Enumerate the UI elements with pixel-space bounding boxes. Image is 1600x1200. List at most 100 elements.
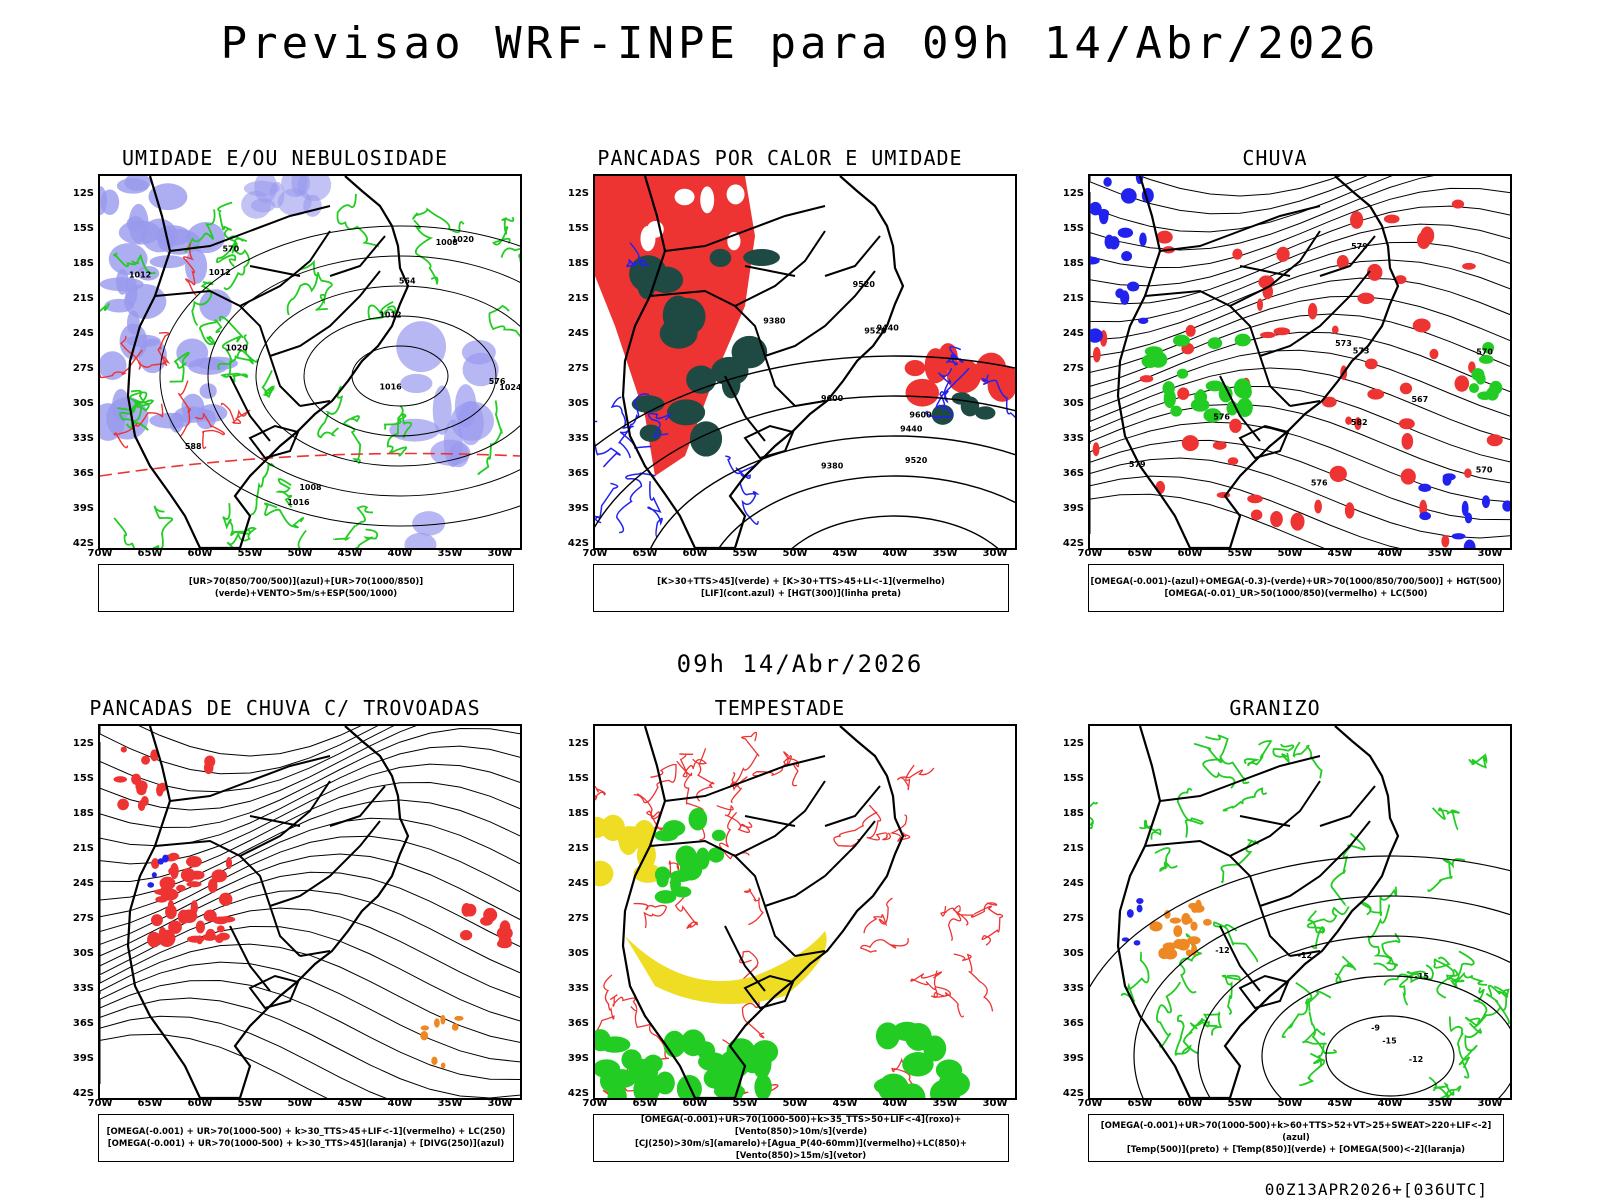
legend-line: [LIF](cont.azul) + [HGT(300)](linha pret… <box>700 589 902 599</box>
lon-tick-label: 50W <box>1277 548 1303 559</box>
contour-label: 9600 <box>909 410 932 419</box>
contour-label: 573 <box>1335 339 1352 348</box>
legend-line: [OMEGA(-0.01)_UR>50(1000/850)(vermelho) … <box>1164 589 1428 599</box>
contour-label: 9380 <box>763 317 786 326</box>
lat-tick-label: 27S <box>1062 363 1084 374</box>
lon-tick-label: 45W <box>337 1098 363 1109</box>
lat-tick-label: 18S <box>1062 808 1084 819</box>
panel-pancadas-trovoadas: PANCADAS DE CHUVA C/ TROVOADAS [OMEGA(-0… <box>50 696 522 1166</box>
lat-tick-label: 33S <box>567 433 589 444</box>
contour-label: 9520 <box>864 326 887 335</box>
legend-line: [OMEGA(-0.001) + UR>70(1000-500) + k>30_… <box>107 1139 505 1149</box>
lon-tick-label: 70W <box>87 548 113 559</box>
contour-label: 570 <box>1476 466 1493 475</box>
lon-tick-label: 60W <box>187 548 213 559</box>
lat-tick-label: 27S <box>567 363 589 374</box>
map-canvas: 1012 1012 1012 1008 1008 1016 1016 1020 1020 1024… <box>100 176 520 548</box>
contour-label: -12 <box>1298 951 1312 960</box>
forecast-date-label: 09h 14/Abr/2026 <box>676 650 924 678</box>
panel-granizo: GRANIZO -12 -12 -15 -15 -12 -9 [OMEGA(-0.001)… <box>1040 696 1512 1166</box>
contour-label: 1024 <box>499 383 520 392</box>
lon-tick-label: 50W <box>782 1098 808 1109</box>
lon-tick-label: 45W <box>832 1098 858 1109</box>
lon-tick-label: 30W <box>487 1098 513 1109</box>
lon-tick-label: 70W <box>582 1098 608 1109</box>
lat-tick-label: 33S <box>72 983 94 994</box>
lon-tick-label: 35W <box>932 1098 958 1109</box>
lon-tick-label: 65W <box>137 1098 163 1109</box>
lon-tick-label: 55W <box>237 548 263 559</box>
panel-title: PANCADAS DE CHUVA C/ TROVOADAS <box>89 696 481 720</box>
main-title: Previsao WRF-INPE para 09h 14/Abr/2026 <box>220 18 1380 69</box>
lat-tick-label: 27S <box>72 363 94 374</box>
panel-title: TEMPESTADE <box>714 696 846 720</box>
contour-label: -12 <box>1409 1055 1423 1064</box>
panel-pancadas-calor: PANCADAS POR CALOR E UMIDADE 9600 9600 952… <box>545 146 1017 616</box>
panel-legend: [OMEGA(-0.001)-(azul)+OMEGA(-0.3)-(verde… <box>1088 564 1504 612</box>
lon-tick-label: 50W <box>287 548 313 559</box>
lat-tick-label: 24S <box>567 878 589 889</box>
contour-label: 582 <box>1351 418 1368 427</box>
lat-tick-label: 27S <box>567 913 589 924</box>
lon-tick-label: 35W <box>437 548 463 559</box>
contour-label: 9520 <box>905 456 928 465</box>
panel-legend: [UR>70(850/700/500)](azul)+[UR>70(1000/8… <box>98 564 514 612</box>
legend-line: [OMEGA(-0.001)+UR>70(1000-500)+k>60+TTS>… <box>1100 1121 1492 1143</box>
panel-legend: [OMEGA(-0.001)+UR>70(1000-500)+k>60+TTS>… <box>1088 1114 1504 1162</box>
contour-label: 9520 <box>853 280 876 289</box>
lat-tick-label: 42S <box>72 1088 94 1099</box>
contour-label: 1016 <box>379 383 402 392</box>
lon-tick-label: 65W <box>632 548 658 559</box>
panel-chuva: CHUVA 582 579 576 573 570 567 579 576 573 570 [OM… <box>1040 146 1512 616</box>
lat-tick-label: 36S <box>567 468 589 479</box>
lon-tick-label: 70W <box>1077 1098 1103 1109</box>
lat-tick-label: 42S <box>1062 538 1084 549</box>
lon-tick-label: 65W <box>1127 1098 1153 1109</box>
contour-label: 9380 <box>821 462 844 471</box>
lat-tick-label: 15S <box>1062 773 1084 784</box>
lon-tick-label: 40W <box>1377 1098 1403 1109</box>
lat-tick-label: 30S <box>567 398 589 409</box>
lat-tick-label: 39S <box>1062 503 1084 514</box>
lon-tick-label: 35W <box>1427 548 1453 559</box>
lat-tick-label: 18S <box>72 258 94 269</box>
lat-tick-label: 21S <box>72 293 94 304</box>
lat-tick-label: 12S <box>567 738 589 749</box>
lon-tick-label: 50W <box>287 1098 313 1109</box>
lat-tick-label: 12S <box>1062 188 1084 199</box>
panel-title: UMIDADE E/OU NEBULOSIDADE <box>121 146 449 170</box>
lat-tick-label: 39S <box>567 503 589 514</box>
lon-tick-label: 45W <box>1327 1098 1353 1109</box>
lat-tick-label: 39S <box>72 503 94 514</box>
lat-tick-label: 36S <box>72 468 94 479</box>
contour-label: 576 <box>1213 413 1230 422</box>
lon-tick-label: 60W <box>682 1098 708 1109</box>
lon-tick-label: 40W <box>882 548 908 559</box>
lon-tick-label: 40W <box>882 1098 908 1109</box>
panel-title: GRANIZO <box>1229 696 1321 720</box>
contour-label: 1012 <box>379 311 401 320</box>
lat-tick-label: 39S <box>1062 1053 1084 1064</box>
lat-tick-label: 12S <box>72 188 94 199</box>
lat-tick-label: 30S <box>567 948 589 959</box>
panel-umidade: UMIDADE E/OU NEBULOSIDADE 1012 1012 1012 10… <box>50 146 522 616</box>
contour-label: 570 <box>1476 347 1493 356</box>
lon-tick-label: 40W <box>387 1098 413 1109</box>
panel-legend: [K>30+TTS>45](verde) + [K>30+TTS>45+LI<-… <box>593 564 1009 612</box>
lat-tick-label: 36S <box>72 1018 94 1029</box>
lat-tick-label: 18S <box>567 808 589 819</box>
lon-tick-label: 65W <box>632 1098 658 1109</box>
lat-tick-label: 21S <box>1062 293 1084 304</box>
lon-tick-label: 35W <box>1427 1098 1453 1109</box>
lon-tick-label: 55W <box>1227 1098 1253 1109</box>
contour-label: 1020 <box>226 344 249 353</box>
lon-tick-label: 40W <box>387 548 413 559</box>
lat-tick-label: 15S <box>567 773 589 784</box>
lat-tick-label: 39S <box>567 1053 589 1064</box>
lat-tick-label: 24S <box>567 328 589 339</box>
contour-label: 564 <box>399 277 416 286</box>
lat-tick-label: 33S <box>72 433 94 444</box>
lat-tick-label: 30S <box>1062 398 1084 409</box>
lon-tick-label: 60W <box>1177 548 1203 559</box>
contour-label: -9 <box>1371 1023 1380 1032</box>
